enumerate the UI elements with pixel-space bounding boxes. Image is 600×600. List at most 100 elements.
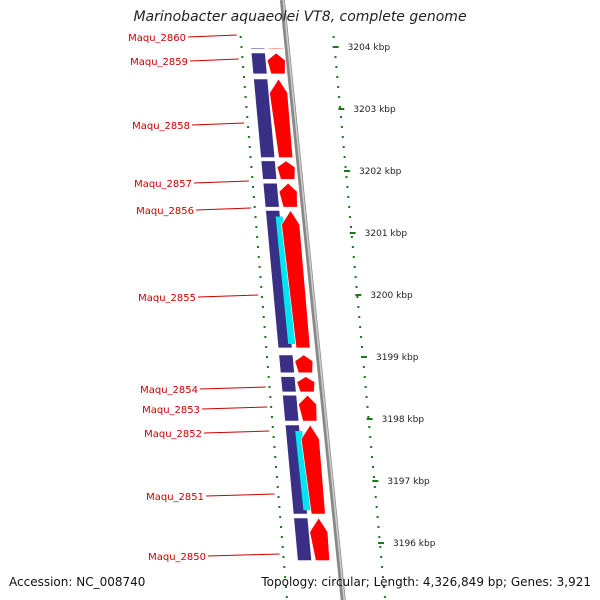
outer-tick-dot <box>334 56 337 58</box>
inner-tick-dot <box>280 536 283 538</box>
inner-tick-dot <box>262 316 265 318</box>
inner-tick-dot <box>244 96 247 98</box>
gene-arrow[interactable] <box>269 78 294 158</box>
gene-label-leader <box>207 553 280 557</box>
gene-label[interactable]: Maqu_2852 <box>144 429 202 440</box>
gene-label[interactable]: Maqu_2860 <box>128 33 186 44</box>
outer-tick-dot <box>356 296 359 298</box>
outer-tick-dot <box>350 226 353 228</box>
inner-tick-dot <box>267 376 270 378</box>
outer-tick-dot <box>340 126 343 128</box>
inner-tick-dot <box>282 556 285 558</box>
outer-tick-dot <box>355 286 358 288</box>
gene-label-leader <box>201 406 268 410</box>
outer-tick-dot <box>360 336 363 338</box>
scale-label: 3196 kbp <box>393 539 436 549</box>
gene-arrow[interactable] <box>309 517 330 561</box>
gene-label[interactable]: Maqu_2855 <box>138 293 196 304</box>
gene-label[interactable]: Maqu_2853 <box>142 405 200 416</box>
outer-tick-dot <box>377 526 380 528</box>
scale-label: 3201 kbp <box>365 229 408 239</box>
outer-tick-dot <box>336 76 339 78</box>
outer-tick-dot <box>359 326 362 328</box>
outer-tick-dot <box>343 156 346 158</box>
inner-tick-dot <box>274 456 277 458</box>
inner-tick-dot <box>242 66 245 68</box>
gene-label-leader <box>191 122 245 126</box>
outer-tick-dot <box>347 196 350 198</box>
inner-tick-dot <box>251 176 254 178</box>
outer-tick-dot <box>360 346 363 348</box>
gene-arrow[interactable] <box>294 354 314 374</box>
inner-tick-dot <box>268 386 271 388</box>
inner-tick-dot <box>270 416 273 418</box>
outer-tick-dot <box>365 396 368 398</box>
inner-tick-dot <box>245 106 248 108</box>
scale-tick <box>366 418 373 420</box>
inner-tick-dot <box>285 596 288 598</box>
gene-label-leader <box>203 430 270 434</box>
inner-tick-dot <box>248 146 251 148</box>
inner-tick-dot <box>272 436 275 438</box>
inner-tick-dot <box>242 76 245 78</box>
inner-tick-dot <box>270 406 273 408</box>
inner-tick-dot <box>247 136 250 138</box>
outer-tick-dot <box>352 256 355 258</box>
gene-label[interactable]: Maqu_2851 <box>146 492 204 503</box>
gene-arrow[interactable] <box>300 424 326 515</box>
inner-tick-dot <box>256 236 259 238</box>
inner-tick-dot <box>284 586 287 588</box>
outer-tick-dot <box>346 186 349 188</box>
gene-label-leader <box>187 34 237 38</box>
outer-tick-dot <box>372 476 375 478</box>
gene-minus-band <box>253 78 276 158</box>
gene-arrow[interactable] <box>266 47 285 50</box>
inner-tick-dot <box>275 476 278 478</box>
inner-tick-dot <box>249 156 252 158</box>
inner-tick-dot <box>256 246 259 248</box>
inner-tick-dot <box>261 296 264 298</box>
outer-tick-dot <box>358 316 361 318</box>
scale-label: 3199 kbp <box>376 353 419 363</box>
scale-label: 3198 kbp <box>382 415 425 425</box>
outer-tick-dot <box>353 266 356 268</box>
gene-arrow[interactable] <box>276 160 296 180</box>
gene-label[interactable]: Maqu_2859 <box>130 57 188 68</box>
outer-tick-dot <box>350 236 353 238</box>
gene-label[interactable]: Maqu_2850 <box>148 552 206 563</box>
gene-arrow[interactable] <box>266 52 286 75</box>
inner-tick-dot <box>280 526 283 528</box>
inner-tick-dot <box>254 216 257 218</box>
gene-label[interactable]: Maqu_2854 <box>140 385 198 396</box>
inner-tick-dot <box>259 276 262 278</box>
outer-tick-dot <box>339 116 342 118</box>
outer-tick-dot <box>382 586 385 588</box>
inner-tick-dot <box>278 506 281 508</box>
scale-label: 3204 kbp <box>348 43 391 53</box>
gene-arrow[interactable] <box>281 209 311 349</box>
gene-minus-band <box>262 182 280 208</box>
gene-label[interactable]: Maqu_2857 <box>134 179 192 190</box>
gene-label[interactable]: Maqu_2858 <box>132 121 190 132</box>
gene-label[interactable]: Maqu_2856 <box>136 206 194 217</box>
outer-tick-dot <box>370 446 373 448</box>
scale-tick <box>372 480 379 482</box>
gene-arrow[interactable] <box>278 182 298 208</box>
outer-tick-dot <box>383 596 386 598</box>
gene-label-leader <box>193 180 249 184</box>
scale-tick <box>361 356 368 358</box>
outer-tick-dot <box>373 486 376 488</box>
inner-tick-dot <box>283 566 286 568</box>
inner-tick-dot <box>243 86 246 88</box>
inner-tick-dot <box>266 366 269 368</box>
outer-tick-dot <box>335 66 338 68</box>
outer-tick-dot <box>378 536 381 538</box>
gene-arrow[interactable] <box>296 376 316 393</box>
inner-tick-dot <box>246 116 249 118</box>
gene-arrow[interactable] <box>298 394 318 422</box>
inner-tick-dot <box>279 516 282 518</box>
scale-tick <box>349 232 356 234</box>
inner-tick-dot <box>258 266 261 268</box>
scale-tick <box>332 46 339 48</box>
